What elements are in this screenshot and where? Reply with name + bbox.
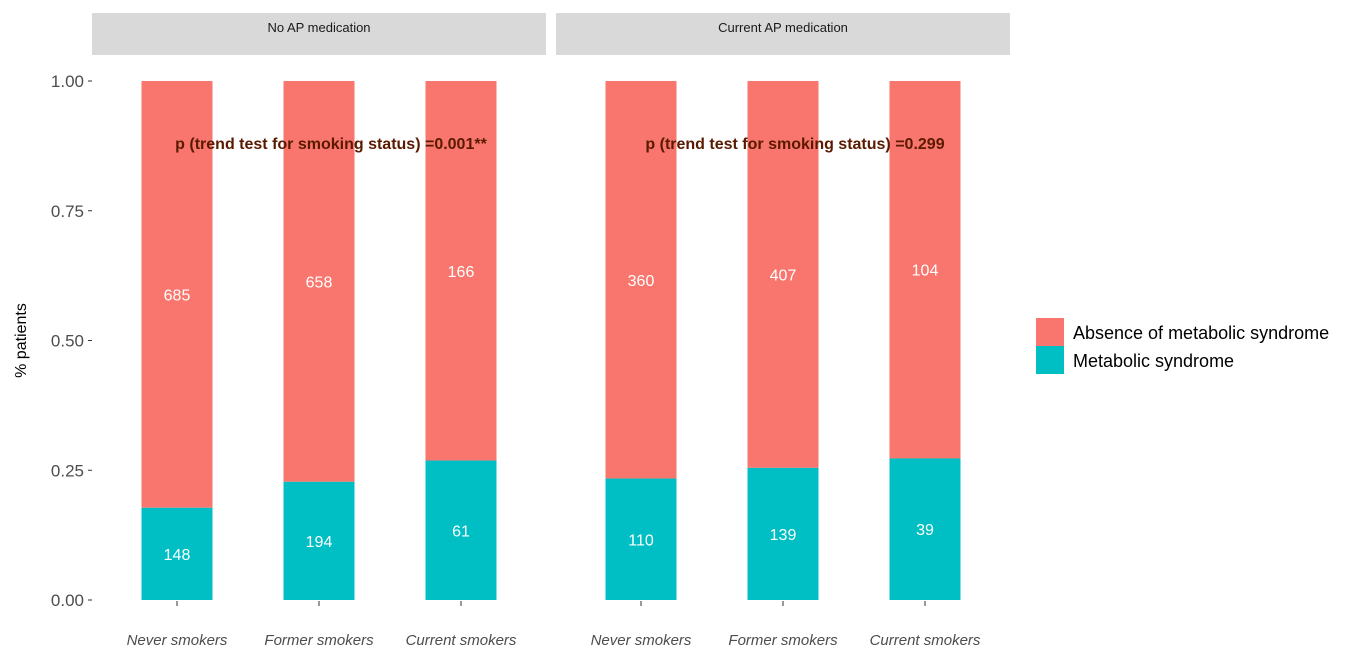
bar-segment-metabolic xyxy=(747,467,819,600)
x-tick-label: Never smokers xyxy=(591,632,692,648)
bar-count-label: 658 xyxy=(306,274,333,291)
bar-segment-absence xyxy=(141,81,213,508)
bar-segment-absence xyxy=(605,81,677,479)
bar-segment-absence xyxy=(747,81,819,468)
y-tick-label: 0.50 xyxy=(51,332,84,351)
bar-count-label: 39 xyxy=(916,522,934,539)
bar-count-label: 148 xyxy=(164,547,191,564)
x-tick-label: Current smokers xyxy=(870,632,981,648)
x-tick-label: Former smokers xyxy=(264,632,374,648)
bar-count-label: 166 xyxy=(448,264,475,281)
facet-title: No AP medication xyxy=(267,20,370,35)
bar-count-label: 104 xyxy=(912,263,939,280)
y-tick-label: 0.75 xyxy=(51,202,84,221)
legend-swatch xyxy=(1036,318,1064,346)
bar-count-label: 61 xyxy=(452,523,470,540)
trend-test-annotation: p (trend test for smoking status) =0.299 xyxy=(645,136,944,153)
bar-segment-metabolic xyxy=(889,458,961,600)
y-axis-label: % patients xyxy=(13,303,30,378)
legend-label: Metabolic syndrome xyxy=(1073,351,1234,371)
bar-count-label: 139 xyxy=(770,527,797,544)
x-tick-label: Never smokers xyxy=(127,632,228,648)
facet-strip xyxy=(556,13,1010,55)
bar-count-label: 360 xyxy=(628,273,655,290)
bar-count-label: 685 xyxy=(164,287,191,304)
bar-segment-absence xyxy=(889,81,961,459)
legend-label: Absence of metabolic syndrome xyxy=(1073,323,1329,343)
y-tick-label: 1.00 xyxy=(51,72,84,91)
bar-segment-absence xyxy=(283,81,355,482)
bar-segment-metabolic xyxy=(283,481,355,600)
bar-segment-metabolic xyxy=(605,478,677,600)
bar-count-label: 194 xyxy=(306,534,333,551)
bar-segment-absence xyxy=(425,81,497,461)
bar-count-label: 110 xyxy=(628,532,654,549)
bar-segment-metabolic xyxy=(425,460,497,600)
facet-title: Current AP medication xyxy=(718,20,848,35)
x-tick-label: Former smokers xyxy=(728,632,838,648)
bar-segment-metabolic xyxy=(141,507,213,600)
bar-count-label: 407 xyxy=(770,267,797,284)
legend-swatch xyxy=(1036,346,1064,374)
y-tick-label: 0.00 xyxy=(51,591,84,610)
facet-strip xyxy=(92,13,546,55)
x-tick-label: Current smokers xyxy=(406,632,517,648)
y-tick-label: 0.25 xyxy=(51,461,84,480)
trend-test-annotation: p (trend test for smoking status) =0.001… xyxy=(175,136,487,153)
